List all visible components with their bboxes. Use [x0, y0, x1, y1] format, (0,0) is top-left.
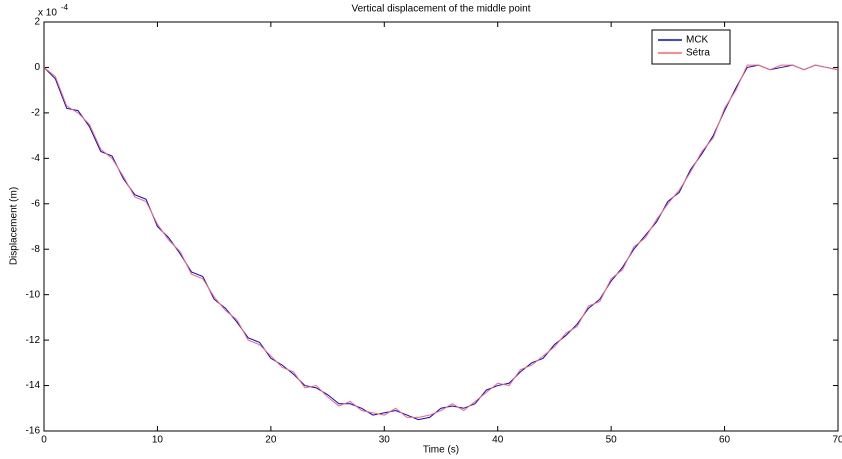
- x-tick-label: 20: [265, 435, 277, 446]
- x-tick-label: 0: [41, 435, 47, 446]
- y-scale-exponent: -4: [61, 3, 69, 12]
- y-tick-label: 2: [34, 17, 40, 28]
- y-scale-base: x 10: [38, 8, 57, 19]
- x-tick-label: 30: [379, 435, 391, 446]
- y-tick-label: -6: [31, 198, 40, 209]
- y-tick-label: -14: [26, 380, 41, 391]
- x-tick-label: 40: [492, 435, 504, 446]
- legend-box: [651, 29, 731, 65]
- y-tick-label: -4: [31, 153, 40, 164]
- data-line: [43, 64, 839, 418]
- y-tick-label: -8: [31, 244, 40, 255]
- y-tick-label: -2: [31, 108, 40, 119]
- plot-area: [43, 21, 839, 432]
- y-tick-label: -16: [26, 426, 41, 437]
- y-tick-label: -10: [26, 289, 41, 300]
- legend-label: MCK: [686, 35, 709, 46]
- x-tick-label: 60: [719, 435, 731, 446]
- x-tick-label: 50: [606, 435, 618, 446]
- x-tick-label: 70: [832, 435, 842, 446]
- x-tick-label: 10: [152, 435, 164, 446]
- legend-label: Sétra: [686, 48, 710, 59]
- y-tick-label: -12: [26, 335, 41, 346]
- chart-title: Vertical displacement of the middle poin…: [352, 4, 531, 15]
- x-axis-label: Time (s): [423, 445, 459, 456]
- y-axis-label: Displacement (m): [9, 187, 20, 265]
- y-tick-label: 0: [34, 62, 40, 73]
